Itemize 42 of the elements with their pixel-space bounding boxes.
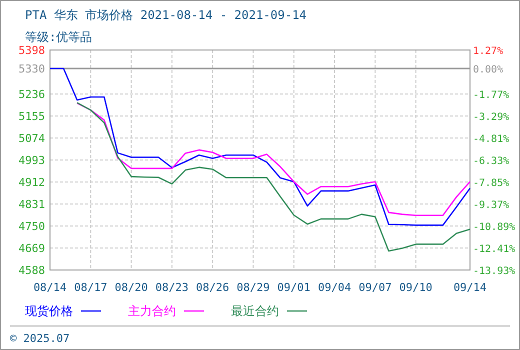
y2-tick-label: -9.37% [473, 200, 510, 211]
x-tick-label: 08/17 [74, 281, 108, 294]
text: © 2025.07 [10, 332, 70, 345]
y2-tick-label: 0.00% [473, 64, 504, 76]
y2-tick-label: -10.89% [473, 222, 516, 233]
y2-tick-label: -12.41% [473, 244, 516, 255]
y2-tick-label: 1.27% [473, 46, 504, 57]
y-tick-label: 4750 [18, 220, 45, 233]
y-tick-label: 5155 [18, 110, 45, 123]
y-tick-label: 4912 [18, 176, 45, 189]
line-series [76, 102, 471, 252]
line-series [49, 68, 471, 226]
chart-title: PTA 华东 市场价格 2021-08-14 - 2021-09-14 [25, 8, 307, 22]
y-tick-label: 4993 [18, 154, 45, 167]
line-series [76, 102, 471, 216]
y2-tick-label: -1.77% [473, 90, 510, 101]
x-tick-label: 09/04 [318, 281, 352, 294]
y-tick-label: 5398 [18, 44, 45, 57]
y-tick-label: 5074 [18, 132, 46, 145]
x-tick-label: 08/26 [196, 281, 230, 294]
x-tick-label: 09/07 [358, 281, 392, 294]
legend-label: 主力合约 [128, 304, 176, 318]
y2-tick-label: -6.33% [473, 156, 510, 167]
legend-label: 现货价格 [25, 304, 73, 318]
y-tick-label: 4669 [18, 242, 45, 255]
x-tick-label: 09/10 [399, 281, 432, 294]
x-tick-label: 09/01 [277, 281, 310, 294]
legend-label: 最近合约 [231, 304, 279, 318]
x-tick-label: 08/20 [114, 281, 148, 294]
y2-tick-label: -4.81% [473, 134, 510, 145]
y2-tick-label: -13.93% [473, 266, 516, 277]
y2-tick-label: -7.85% [473, 178, 510, 189]
chart-subtitle: 等级:优等品 [25, 30, 92, 44]
y-tick-label: 4588 [18, 264, 45, 277]
y-tick-label: 4831 [18, 198, 45, 211]
x-tick-label: 09/14 [453, 281, 487, 294]
x-tick-label: 08/14 [33, 281, 67, 294]
y2-tick-label: -3.29% [473, 112, 510, 123]
y-tick-label: 5236 [18, 88, 45, 101]
x-tick-label: 08/23 [155, 281, 188, 294]
x-tick-label: 08/29 [236, 281, 270, 294]
y-tick-label: 5330 [18, 62, 45, 76]
